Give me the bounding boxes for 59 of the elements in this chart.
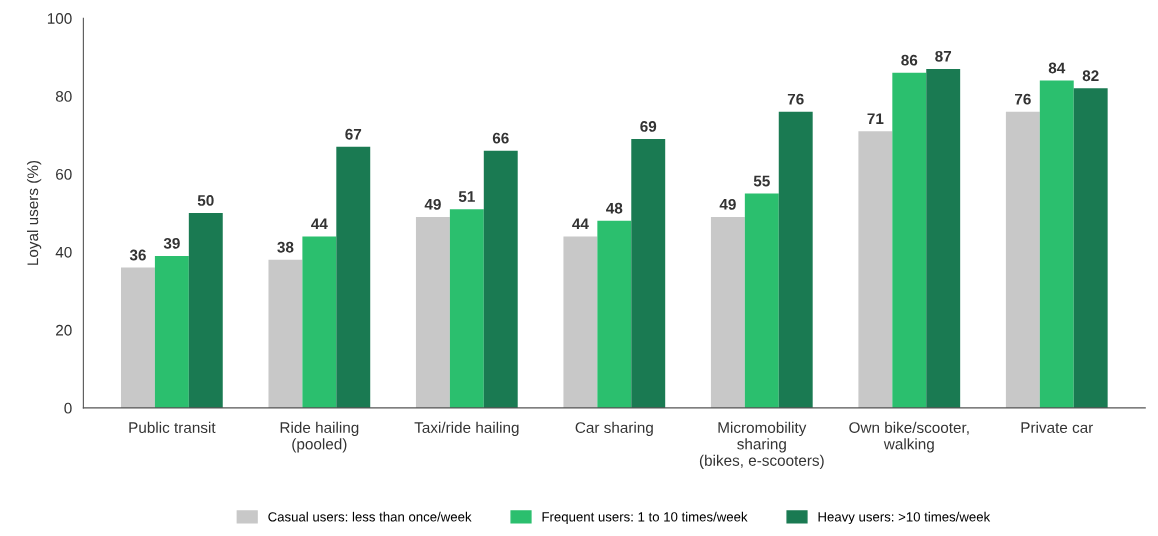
bar	[1073, 88, 1108, 408]
x-tick-label: Car sharing	[575, 421, 653, 437]
data-label: 48	[606, 202, 623, 214]
x-tick-label: Micromobility sharing (bikes, e-scooters)	[699, 421, 824, 469]
data-label: 87	[935, 50, 952, 62]
y-tick-label: 40	[55, 246, 72, 258]
bar	[336, 146, 371, 408]
bar	[858, 131, 893, 408]
bar	[1005, 111, 1040, 408]
data-label: 44	[572, 218, 589, 230]
bar	[415, 216, 450, 408]
bar	[1039, 80, 1074, 408]
legend-label: Casual users: less than once/week	[268, 511, 472, 522]
data-label: 76	[787, 93, 804, 105]
y-tick-label: 60	[56, 168, 72, 180]
data-label: 44	[311, 218, 328, 230]
bar	[710, 216, 745, 408]
data-label: 76	[1015, 93, 1031, 105]
data-label: 49	[719, 198, 736, 210]
data-label: 82	[1082, 70, 1099, 82]
bar	[188, 213, 223, 408]
bar	[120, 267, 155, 408]
y-tick-label: 80	[55, 91, 72, 102]
bar	[483, 150, 518, 408]
x-tick-label: Own bike/scooter, walking	[849, 421, 969, 453]
bar	[631, 139, 666, 408]
data-label: 38	[277, 241, 294, 253]
bar	[744, 193, 779, 408]
data-label: 39	[163, 237, 180, 249]
y-tick-label: 20	[56, 324, 72, 336]
data-label: 69	[640, 121, 657, 132]
bar	[449, 209, 484, 408]
legend-label: Frequent users: 1 to 10 times/week	[542, 511, 748, 525]
x-tick-label: Ride hailing (pooled)	[280, 421, 359, 453]
y-tick-label: 0	[64, 402, 72, 414]
x-tick-label: Private car	[1021, 421, 1094, 434]
data-label: 36	[129, 249, 146, 261]
bar	[597, 220, 632, 408]
bar	[563, 236, 598, 408]
data-label: 86	[901, 54, 918, 66]
y-axis-title: Loyal users (%)	[26, 160, 42, 265]
data-label: 66	[492, 132, 509, 144]
data-label: 50	[197, 195, 214, 206]
data-label: 84	[1048, 62, 1066, 74]
bar	[892, 72, 927, 408]
legend-label: Heavy users: >10 times/week	[818, 511, 991, 525]
y-tick-label: 100	[47, 13, 72, 24]
data-label: 51	[458, 191, 475, 202]
bar	[268, 259, 303, 408]
bar	[778, 111, 813, 408]
data-label: 55	[753, 175, 770, 187]
bar	[302, 236, 337, 408]
x-tick-label: Taxi/ride hailing	[414, 421, 519, 437]
data-label: 67	[345, 128, 362, 140]
bar	[154, 255, 189, 408]
bar	[926, 68, 961, 408]
data-label: 49	[424, 198, 441, 210]
x-tick-label: Public transit	[129, 421, 216, 434]
data-label: 71	[867, 113, 884, 124]
